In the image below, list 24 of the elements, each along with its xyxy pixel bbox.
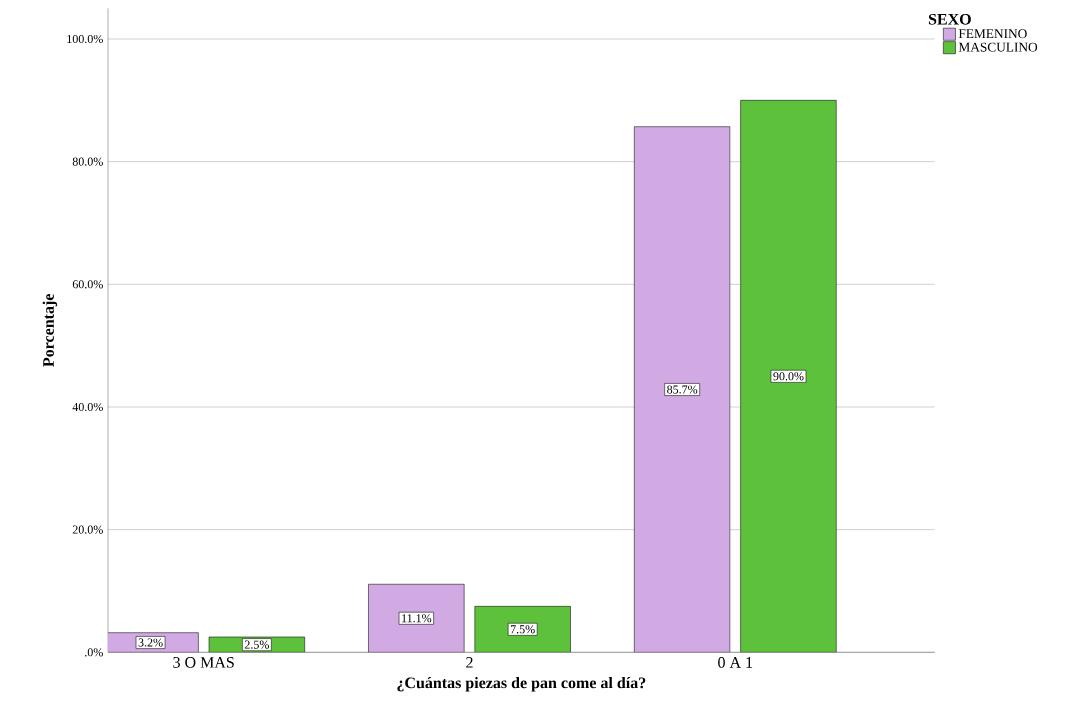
legend-title: SEXO	[928, 13, 971, 25]
x-tick-label: 2	[466, 657, 473, 668]
x-tick-label: 0 A 1	[718, 657, 753, 668]
y-tick-label: .0%	[85, 648, 103, 657]
bar	[368, 583, 465, 653]
y-axis-title: Porcentaje	[42, 294, 58, 367]
y-tick-label: 60.0%	[72, 280, 103, 289]
legend-label: FEMENINO	[958, 29, 1027, 39]
data-label: 7.5%	[510, 625, 535, 634]
y-tick-label: 100.0%	[67, 34, 103, 44]
x-tick-label: 3 O MAS	[173, 657, 234, 668]
y-tick-label: 20.0%	[72, 525, 103, 534]
bar	[634, 126, 731, 653]
data-label: 2.5%	[244, 640, 269, 649]
y-tick-label: 80.0%	[72, 157, 103, 166]
legend-label: MASCULINO	[958, 42, 1038, 52]
x-axis-title: ¿Cuántas piezas de pan come al día?	[397, 676, 646, 692]
data-label: 3.2%	[138, 638, 163, 647]
bar	[740, 100, 837, 653]
y-tick-label: 40.0%	[72, 402, 103, 412]
data-label: 11.1%	[402, 614, 432, 623]
data-label: 85.7%	[667, 385, 698, 394]
data-label: 90.0%	[773, 372, 804, 381]
bar	[474, 606, 571, 653]
